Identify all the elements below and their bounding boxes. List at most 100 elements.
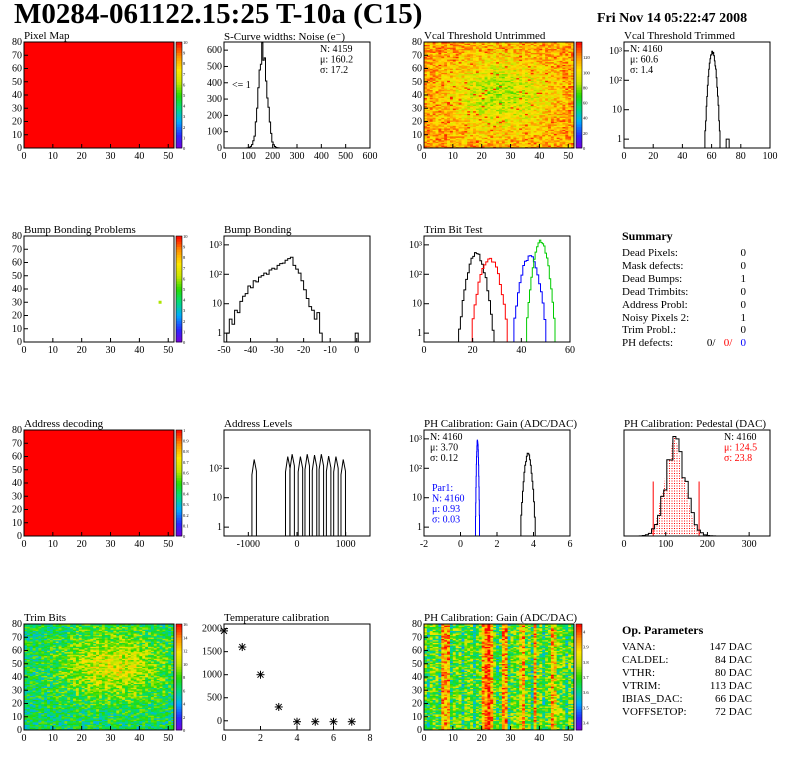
heatmap-cell xyxy=(559,102,563,105)
heatmap-cell xyxy=(571,145,575,148)
heatmap-cell xyxy=(539,133,543,136)
heatmap-cell xyxy=(429,47,433,49)
heatmap-cell xyxy=(487,91,491,93)
heatmap-cell xyxy=(458,106,462,109)
heatmap-cell xyxy=(464,120,468,122)
heatmap-cell xyxy=(510,109,514,112)
heatmap-cell xyxy=(527,109,532,112)
heatmap-cell xyxy=(444,44,448,47)
annotation: <= 1 xyxy=(232,80,251,91)
heatmap-cell xyxy=(524,81,529,84)
heatmap-cell xyxy=(562,120,566,122)
heatmap-cell xyxy=(510,102,514,105)
heatmap-cell xyxy=(484,95,488,97)
heatmap-cell xyxy=(510,110,514,113)
heatmap-cell xyxy=(550,137,555,140)
heatmap-cell xyxy=(435,76,439,79)
color-scale-cell xyxy=(176,488,182,492)
heatmap-cell xyxy=(542,72,546,75)
color-scale-label: 0 xyxy=(583,146,586,151)
heatmap-cell xyxy=(507,43,511,45)
heatmap-cell xyxy=(522,88,526,91)
heatmap-cell xyxy=(536,60,540,63)
heatmap-cell xyxy=(438,52,442,55)
heatmap-cell xyxy=(556,140,560,142)
heatmap-cell xyxy=(475,85,480,88)
heatmap-cell xyxy=(481,124,485,126)
heatmap-cell xyxy=(424,141,428,144)
heatmap-cell xyxy=(499,81,503,84)
heatmap-cell xyxy=(435,87,439,89)
heatmap-cell xyxy=(536,47,540,49)
heatmap-cell xyxy=(542,57,546,60)
heatmap-cell xyxy=(426,84,431,87)
heatmap-cell xyxy=(501,117,506,120)
chart-vcal-untrimmed: 0 10 20 30 40 5001020304050607080020406080100… xyxy=(412,37,591,162)
heatmap-cell xyxy=(490,76,494,79)
heatmap-cell xyxy=(449,93,454,96)
heatmap-cell xyxy=(447,100,451,102)
heatmap-cell xyxy=(499,137,503,140)
heatmap-cell xyxy=(29,625,33,627)
heatmap-cell xyxy=(568,136,572,138)
tick-label: 20 xyxy=(648,151,658,162)
heatmap-cell xyxy=(507,44,511,47)
heatmap-cell xyxy=(458,51,462,53)
color-scale-cell xyxy=(576,126,582,130)
heatmap-cell xyxy=(562,68,566,71)
heatmap-cell xyxy=(496,69,500,72)
heatmap-cell xyxy=(504,112,508,114)
heatmap-cell xyxy=(449,126,454,129)
heatmap-cell xyxy=(530,128,534,130)
heatmap-cell xyxy=(490,120,494,122)
heatmap-cell xyxy=(493,101,497,104)
heatmap-cell xyxy=(496,57,500,60)
heatmap-cell xyxy=(493,113,497,116)
heatmap-cell xyxy=(513,45,517,48)
heatmap-cell xyxy=(438,79,442,81)
heatmap-cell xyxy=(501,76,506,79)
heatmap-cell xyxy=(527,52,532,55)
heatmap-cell xyxy=(429,69,433,72)
heatmap-cell xyxy=(522,60,526,63)
heatmap-cell xyxy=(32,712,36,715)
heatmap-cell xyxy=(524,141,529,144)
heatmap-cell xyxy=(510,68,514,71)
color-scale-cell xyxy=(576,87,582,91)
heatmap-cell xyxy=(507,113,511,116)
heatmap-cell xyxy=(539,102,543,105)
heatmap-cell xyxy=(470,69,474,72)
heatmap-cell xyxy=(432,87,436,89)
heatmap-cell xyxy=(501,87,506,89)
tick-label: 60 xyxy=(412,64,422,75)
heatmap-cell xyxy=(510,65,514,68)
heatmap-cell xyxy=(542,114,546,117)
heatmap-cell xyxy=(490,128,494,130)
heatmap-cell xyxy=(533,91,537,93)
heatmap-cell xyxy=(461,93,465,96)
heatmap-cell xyxy=(533,106,537,109)
heatmap-cell xyxy=(452,104,457,106)
heatmap-cell xyxy=(438,59,442,61)
heatmap-cell xyxy=(519,133,523,136)
heatmap-cell xyxy=(452,129,457,132)
heatmap-cell xyxy=(499,91,503,93)
heatmap-cell xyxy=(435,51,439,53)
heatmap-cell xyxy=(550,75,555,77)
heatmap-cell xyxy=(501,44,506,47)
heatmap-cell xyxy=(556,84,560,87)
heatmap-cell xyxy=(559,87,563,89)
tick-label: 300 xyxy=(742,539,757,550)
heatmap-cell xyxy=(507,75,511,77)
heatmap-cell xyxy=(539,112,543,114)
heatmap-cell xyxy=(536,100,540,102)
heatmap-cell xyxy=(496,76,500,79)
heatmap-cell xyxy=(550,101,555,104)
heatmap-cell xyxy=(545,132,549,134)
heatmap-cell xyxy=(458,80,462,83)
heatmap-cell xyxy=(429,145,433,148)
heatmap-cell xyxy=(522,63,526,65)
heatmap-cell xyxy=(435,73,439,76)
heatmap-cell xyxy=(26,646,31,649)
heatmap-cell xyxy=(553,71,558,73)
